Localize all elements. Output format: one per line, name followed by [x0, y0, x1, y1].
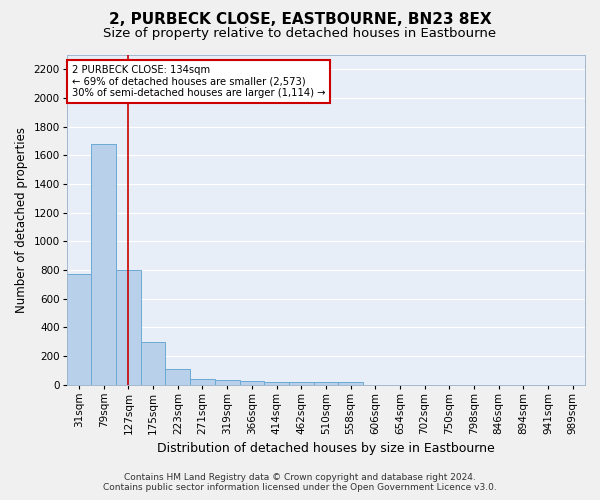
Text: 2, PURBECK CLOSE, EASTBOURNE, BN23 8EX: 2, PURBECK CLOSE, EASTBOURNE, BN23 8EX	[109, 12, 491, 28]
Bar	[91, 144, 116, 384]
Bar	[289, 382, 314, 384]
Y-axis label: Number of detached properties: Number of detached properties	[15, 127, 28, 313]
Text: Size of property relative to detached houses in Eastbourne: Size of property relative to detached ho…	[103, 28, 497, 40]
X-axis label: Distribution of detached houses by size in Eastbourne: Distribution of detached houses by size …	[157, 442, 495, 455]
Text: Contains HM Land Registry data © Crown copyright and database right 2024.
Contai: Contains HM Land Registry data © Crown c…	[103, 473, 497, 492]
Bar	[215, 380, 239, 384]
Bar	[239, 381, 264, 384]
Bar	[141, 342, 166, 384]
Bar	[264, 382, 289, 384]
Bar	[166, 369, 190, 384]
Bar	[314, 382, 338, 384]
Bar	[190, 379, 215, 384]
Bar	[116, 270, 141, 384]
Bar	[67, 274, 91, 384]
Bar	[338, 382, 363, 384]
Text: 2 PURBECK CLOSE: 134sqm
← 69% of detached houses are smaller (2,573)
30% of semi: 2 PURBECK CLOSE: 134sqm ← 69% of detache…	[72, 65, 325, 98]
